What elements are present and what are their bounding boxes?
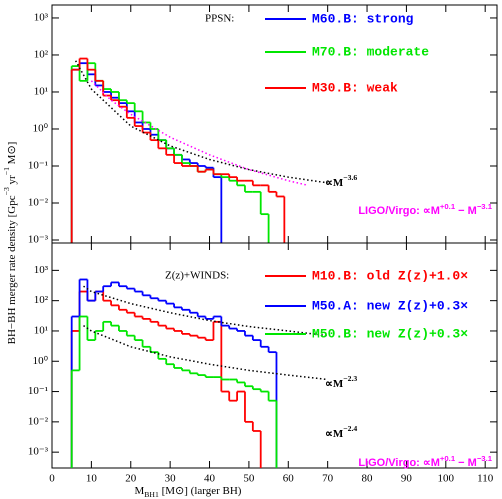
y-tick-label: 10⁻³ [28,446,49,458]
y-tick-label: 10⁻¹ [28,385,48,397]
panel-label: PPSN: [205,13,234,25]
y-tick-label: 10² [34,294,49,306]
ligo-label: LIGO/Virgo: ∝M+0.1 − M−3.1 [358,454,492,469]
x-tick-label: 40 [204,473,216,485]
curve-label-part: ∝M [325,177,344,189]
x-axis-label: MBH1 [M⊙] (larger BH) [135,485,242,499]
y-tick-label: 10² [34,49,49,61]
y-tick-label: 10⁻² [28,197,49,209]
ligo-label-part: −3.1 [477,454,493,463]
power-law-curve [83,325,328,381]
x-tick-label: 0 [49,473,55,485]
y-tick-label: 10³ [34,264,49,276]
y-axis-label-part: BH−BH merger rate density [Gpc [6,195,18,344]
legend-label: M10.B: old Z(z)+1.0× [312,268,468,283]
power-law-curve [83,285,328,337]
legend-label: M30.B: weak [312,80,398,95]
curve-label-part: −3.6 [343,173,357,182]
x-axis-label-part: M [135,485,145,497]
curve-label: ∝M−2.3 [325,374,357,389]
y-axis-label-part: −3 [2,187,11,195]
y-tick-label: 10⁻² [28,415,49,427]
curve-label-part: −2.3 [343,374,357,383]
plot-frame [51,242,498,469]
ligo-label-part: LIGO/Virgo: ∝M [358,457,440,469]
power-law-curve [90,80,309,187]
y-tick-label: 10¹ [34,324,48,336]
y-axis-label: BH−BH merger rate density [Gpc−3 yr−1 M⊙… [2,142,17,345]
y-tick-label: 10¹ [34,86,48,98]
x-tick-label: 10 [86,473,98,485]
x-tick-label: 60 [283,473,295,485]
x-axis-label-part: BH1 [144,490,159,499]
x-tick-label: 80 [362,473,374,485]
plot-area [70,278,328,468]
y-axis-label-part: M⊙] [6,142,18,167]
curve-label: ∝M−2.4 [325,424,357,439]
x-axis-label-part: [M⊙] (larger BH) [159,485,242,497]
x-tick-label: 50 [243,473,255,485]
x-tick-label: 30 [165,473,177,485]
plot-area [70,57,328,243]
ligo-label-part: +0.1 [440,202,456,211]
y-axis-label-part: −1 [2,167,11,175]
ligo-label-part: −3.1 [477,202,493,211]
y-tick-label: 10⁰ [33,123,49,135]
x-tick-label: 20 [125,473,137,485]
legend-label: M70.B: moderate [312,44,429,59]
y-axis-label-part: yr [6,175,18,187]
ligo-label-part: − M [455,205,477,217]
curve-label-part: ∝M [325,378,344,390]
legend-label: M50.A: new Z(z)+0.3× [312,298,468,313]
ligo-label: LIGO/Virgo: ∝M+0.1 − M−3.1 [358,202,492,217]
ligo-label-part: +0.1 [440,454,456,463]
x-tick-label: 110 [477,473,494,485]
curve-label: ∝M−3.6 [325,173,357,188]
x-tick-label: 100 [438,473,455,485]
ligo-label-part: LIGO/Virgo: ∝M [358,205,440,217]
y-tick-label: 10⁻³ [28,234,49,246]
y-tick-label: 10⁰ [33,355,49,367]
curve-label-part: −2.4 [343,424,357,433]
power-law-curve [74,60,328,184]
legend-label: M60.B: strong [312,11,414,26]
curve-label-part: ∝M [325,428,344,440]
x-tick-label: 70 [322,473,334,485]
panel-label: Z(z)+WINDS: [165,270,229,282]
ligo-label-part: − M [455,457,477,469]
x-tick-label: 90 [401,473,413,485]
y-tick-label: 10³ [34,11,49,23]
legend-label: M50.B: new Z(z)+0.3× [312,326,468,341]
y-tick-label: 10⁻¹ [28,160,48,172]
